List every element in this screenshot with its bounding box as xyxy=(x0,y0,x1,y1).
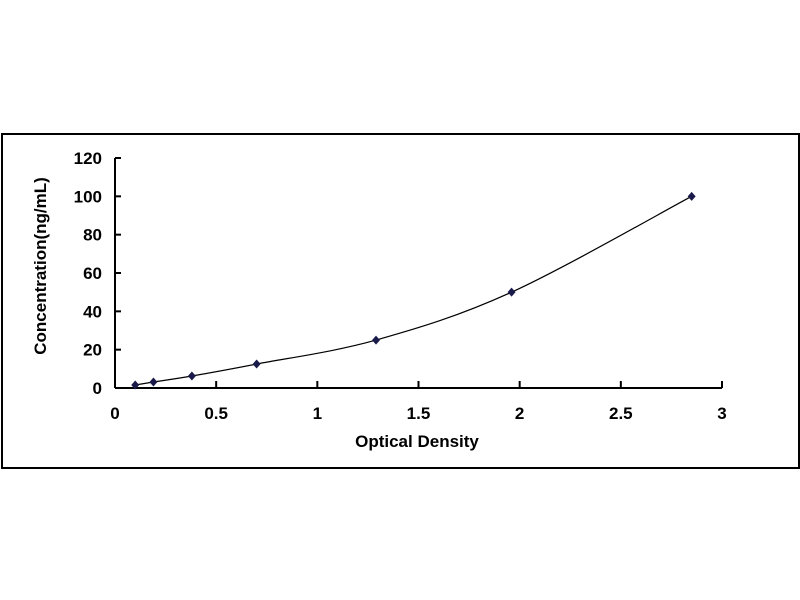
data-point xyxy=(131,380,140,390)
x-tick-label: 1.5 xyxy=(407,404,431,423)
data-point xyxy=(687,191,696,201)
data-point xyxy=(507,287,516,297)
y-tick-label: 20 xyxy=(83,341,102,360)
data-point xyxy=(187,371,196,381)
x-tick-label: 0.5 xyxy=(204,404,228,423)
y-tick-label: 100 xyxy=(74,187,102,206)
fit-curve xyxy=(135,195,692,386)
x-tick-label: 2.5 xyxy=(609,404,633,423)
data-point xyxy=(149,377,158,387)
x-axis-label: Optical Density xyxy=(355,432,479,451)
x-tick-label: 1 xyxy=(313,404,322,423)
y-tick-label: 80 xyxy=(83,226,102,245)
y-axis-label: Concentration(ng/mL) xyxy=(31,177,50,355)
tick-labels: 0 20 40 60 80 100 120 0 0.5 1 1.5 2 2.5 3 xyxy=(74,149,727,423)
y-tick-label: 0 xyxy=(93,379,102,398)
y-tick-label: 120 xyxy=(74,149,102,168)
x-tick-label: 2 xyxy=(515,404,524,423)
data-points xyxy=(131,191,696,390)
y-tick-label: 60 xyxy=(83,264,102,283)
axes xyxy=(114,157,723,389)
x-tick-label: 0 xyxy=(110,404,119,423)
x-tick-label: 3 xyxy=(717,404,726,423)
chart-frame xyxy=(1,133,800,469)
data-point xyxy=(372,335,381,345)
data-point xyxy=(252,359,261,369)
y-tick-label: 40 xyxy=(83,302,102,321)
